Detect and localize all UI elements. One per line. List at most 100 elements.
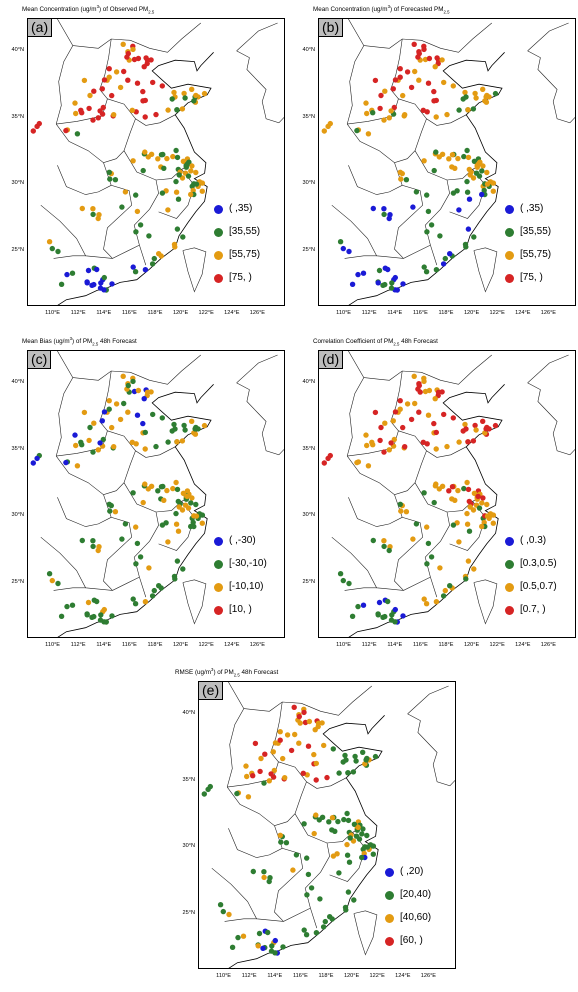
legend-dot bbox=[505, 274, 514, 283]
province-border bbox=[226, 682, 245, 788]
station-dot bbox=[340, 245, 346, 252]
station-dot bbox=[291, 704, 297, 710]
station-dot bbox=[72, 432, 78, 438]
station-dot bbox=[303, 932, 310, 938]
panel-label: (e) bbox=[199, 682, 224, 700]
station-dot bbox=[420, 107, 426, 114]
station-dot bbox=[416, 77, 422, 83]
province-border bbox=[55, 19, 74, 125]
province-border bbox=[449, 501, 486, 551]
station-dot bbox=[34, 455, 40, 462]
coastline bbox=[348, 384, 505, 637]
station-dot bbox=[423, 269, 430, 275]
station-dot bbox=[181, 422, 187, 429]
station-dot bbox=[188, 523, 194, 530]
station-dot bbox=[106, 398, 112, 404]
station-dot bbox=[64, 271, 70, 278]
station-dot bbox=[397, 74, 403, 80]
station-dot bbox=[176, 504, 182, 510]
station-dot bbox=[344, 810, 350, 817]
station-dot bbox=[113, 69, 120, 75]
station-dot bbox=[49, 577, 55, 584]
station-dot bbox=[155, 156, 161, 162]
station-dot bbox=[97, 108, 103, 114]
province-border bbox=[329, 832, 366, 882]
x-tick-label: 110°E bbox=[216, 973, 232, 979]
station-dot bbox=[148, 151, 155, 157]
station-dot bbox=[413, 189, 420, 195]
y-tick-label: 35°N bbox=[11, 445, 25, 452]
legend-label: [10, ) bbox=[229, 604, 252, 615]
station-dot bbox=[149, 593, 156, 599]
station-dot bbox=[456, 207, 462, 213]
station-dot bbox=[484, 424, 490, 431]
station-dot bbox=[101, 409, 108, 415]
station-dot bbox=[433, 429, 439, 436]
province-border bbox=[347, 370, 403, 457]
station-dot bbox=[189, 495, 195, 501]
station-dot bbox=[277, 737, 283, 743]
province-border bbox=[123, 482, 194, 513]
panel-title: Mean Concentration (ug/m3) of Observed P… bbox=[22, 3, 155, 15]
station-dot bbox=[479, 523, 485, 530]
station-dot bbox=[188, 191, 194, 198]
station-dot bbox=[317, 896, 323, 902]
station-dot bbox=[205, 786, 211, 793]
x-tick-label: 110°E bbox=[45, 642, 61, 648]
station-dot bbox=[344, 841, 350, 848]
station-dot bbox=[305, 743, 312, 749]
station-dot bbox=[377, 437, 383, 444]
station-dot bbox=[463, 244, 469, 250]
station-dot bbox=[199, 188, 205, 194]
station-dot bbox=[174, 439, 180, 445]
province-border bbox=[40, 204, 140, 259]
station-dot bbox=[201, 422, 208, 429]
station-dot bbox=[365, 463, 372, 469]
station-dot bbox=[364, 832, 370, 839]
station-dot bbox=[270, 749, 276, 755]
station-dot bbox=[226, 911, 232, 918]
station-dot bbox=[386, 115, 392, 121]
x-tick-label: 114°E bbox=[96, 642, 112, 648]
x-tick-label: 110°E bbox=[45, 310, 61, 316]
station-dot bbox=[426, 55, 433, 62]
legend-dot bbox=[505, 537, 514, 546]
province-border bbox=[394, 162, 424, 259]
station-dot bbox=[99, 418, 106, 424]
station-dot bbox=[308, 885, 315, 891]
station-dot bbox=[79, 537, 85, 544]
station-dot bbox=[360, 749, 366, 755]
station-dot bbox=[330, 746, 336, 752]
station-dot bbox=[351, 821, 358, 827]
station-dot bbox=[391, 436, 397, 443]
y-tick-label: 35°N bbox=[182, 776, 196, 783]
station-dot bbox=[134, 412, 141, 418]
station-dot bbox=[121, 400, 127, 407]
station-dot bbox=[450, 83, 456, 89]
station-dot bbox=[269, 943, 275, 949]
legend-label: [55,75) bbox=[520, 249, 552, 260]
y-tick-label: 40°N bbox=[302, 379, 316, 386]
station-dot bbox=[101, 77, 108, 83]
station-dot bbox=[311, 751, 317, 758]
province-border bbox=[363, 22, 492, 53]
province-border bbox=[414, 150, 485, 181]
x-tick-label: 120°E bbox=[172, 310, 189, 316]
province-border bbox=[424, 179, 450, 266]
station-dot bbox=[347, 835, 353, 841]
station-dot bbox=[452, 165, 458, 171]
station-dot bbox=[149, 261, 156, 267]
station-dot bbox=[337, 239, 344, 245]
station-dot bbox=[185, 173, 192, 179]
station-dot bbox=[305, 871, 312, 878]
x-tick-label: 126°E bbox=[540, 642, 557, 648]
province-border bbox=[107, 98, 176, 126]
station-dot bbox=[351, 897, 357, 903]
station-dot bbox=[106, 169, 113, 175]
x-tick-label: 126°E bbox=[420, 973, 437, 979]
station-dot bbox=[345, 889, 352, 895]
province-border bbox=[243, 685, 372, 716]
panel-label: (c) bbox=[28, 351, 52, 369]
x-tick-label: 118°E bbox=[318, 973, 334, 979]
station-dot bbox=[408, 84, 415, 91]
